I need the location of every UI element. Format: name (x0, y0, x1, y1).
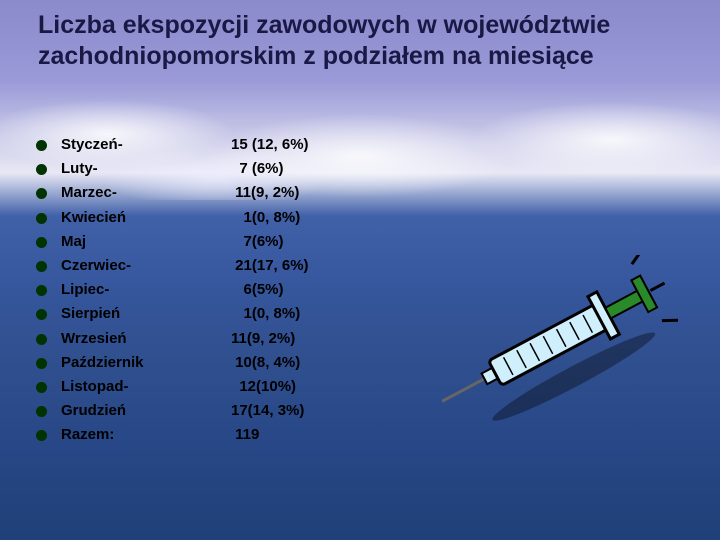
month-label: Razem: (61, 426, 231, 443)
month-label: Lipiec- (61, 281, 231, 298)
month-label: Listopad- (61, 378, 231, 395)
list-item: Czerwiec- 21(17, 6%) (36, 257, 309, 281)
bullet-icon (36, 237, 47, 248)
list-item: Wrzesień11(9, 2%) (36, 330, 309, 354)
list-item: Marzec- 11(9, 2%) (36, 184, 309, 208)
month-value: 7(6%) (231, 233, 284, 250)
bullet-icon (36, 358, 47, 369)
bullet-icon (36, 164, 47, 175)
list-item: Sierpień 1(0, 8%) (36, 305, 309, 329)
bullet-icon (36, 309, 47, 320)
month-value: 119 (231, 426, 259, 443)
list-item: Razem: 119 (36, 426, 309, 450)
bullet-icon (36, 213, 47, 224)
bullet-icon (36, 261, 47, 272)
bullet-icon (36, 406, 47, 417)
list-item: Styczeń-15 (12, 6%) (36, 136, 309, 160)
list-item: Luty- 7 (6%) (36, 160, 309, 184)
month-value: 11(9, 2%) (231, 184, 299, 201)
month-label: Styczeń- (61, 136, 231, 153)
month-label: Maj (61, 233, 231, 250)
list-item: Maj 7(6%) (36, 233, 309, 257)
list-item: Kwiecień 1(0, 8%) (36, 209, 309, 233)
month-value: 1(0, 8%) (231, 209, 300, 226)
month-value: 10(8, 4%) (231, 354, 300, 371)
bullet-icon (36, 188, 47, 199)
month-value: 1(0, 8%) (231, 305, 300, 322)
month-label: Październik (61, 354, 231, 371)
list-item: Grudzień17(14, 3%) (36, 402, 309, 426)
month-value: 11(9, 2%) (231, 330, 295, 347)
month-value: 12(10%) (231, 378, 296, 395)
bullet-icon (36, 430, 47, 441)
month-value: 21(17, 6%) (231, 257, 309, 274)
month-label: Luty- (61, 160, 231, 177)
month-label: Sierpień (61, 305, 231, 322)
month-value: 7 (6%) (231, 160, 284, 177)
page-title: Liczba ekspozycji zawodowych w województ… (38, 10, 700, 73)
list-item: Październik 10(8, 4%) (36, 354, 309, 378)
months-list: Styczeń-15 (12, 6%)Luty- 7 (6%)Marzec- 1… (36, 136, 309, 450)
bullet-icon (36, 382, 47, 393)
bullet-icon (36, 285, 47, 296)
month-value: 6(5%) (231, 281, 284, 298)
month-label: Wrzesień (61, 330, 231, 347)
month-value: 15 (12, 6%) (231, 136, 309, 153)
month-label: Marzec- (61, 184, 231, 201)
month-label: Grudzień (61, 402, 231, 419)
list-item: Listopad- 12(10%) (36, 378, 309, 402)
syringe-icon (418, 255, 678, 435)
bullet-icon (36, 334, 47, 345)
month-value: 17(14, 3%) (231, 402, 304, 419)
month-label: Czerwiec- (61, 257, 231, 274)
month-label: Kwiecień (61, 209, 231, 226)
list-item: Lipiec- 6(5%) (36, 281, 309, 305)
bullet-icon (36, 140, 47, 151)
